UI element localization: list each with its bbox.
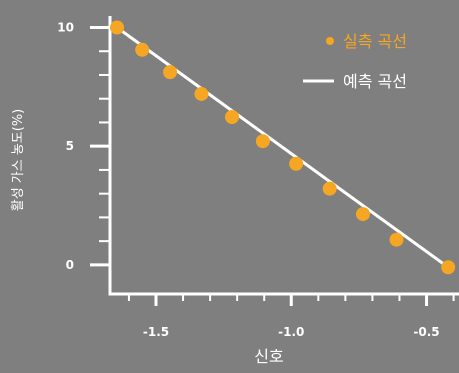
y-tick-label: 10 <box>57 20 74 34</box>
y-tick-label: 5 <box>66 139 74 153</box>
series-layer <box>110 20 456 275</box>
measured-point <box>255 134 270 149</box>
measured-point <box>163 65 178 80</box>
measured-point <box>110 20 125 35</box>
measured-point <box>389 232 404 247</box>
measured-point <box>225 109 240 124</box>
measured-point <box>194 86 209 101</box>
measured-point <box>135 42 150 57</box>
legend-label-measured: 실측 곡선 <box>343 32 407 51</box>
legend-marker-measured <box>326 37 334 45</box>
y-axis-title: 활성 가스 농도(%) <box>11 109 26 212</box>
x-tick-label: -0.5 <box>413 325 439 339</box>
y-tick-label: 0 <box>66 258 74 272</box>
legend-label-predicted: 예측 곡선 <box>343 72 407 91</box>
x-tick-label: -1.0 <box>278 325 304 339</box>
measured-point <box>441 260 456 275</box>
x-axis-title: 신호 <box>254 347 283 366</box>
x-tick-label: -1.5 <box>143 325 169 339</box>
measured-point <box>289 156 304 171</box>
measured-point <box>322 181 337 196</box>
axes-layer <box>108 16 459 296</box>
measured-point <box>355 207 370 222</box>
ticks-layer: 0 5 10 -1.5 -1.0 -0.5 <box>57 20 455 339</box>
predicted-curve-line <box>116 26 450 269</box>
